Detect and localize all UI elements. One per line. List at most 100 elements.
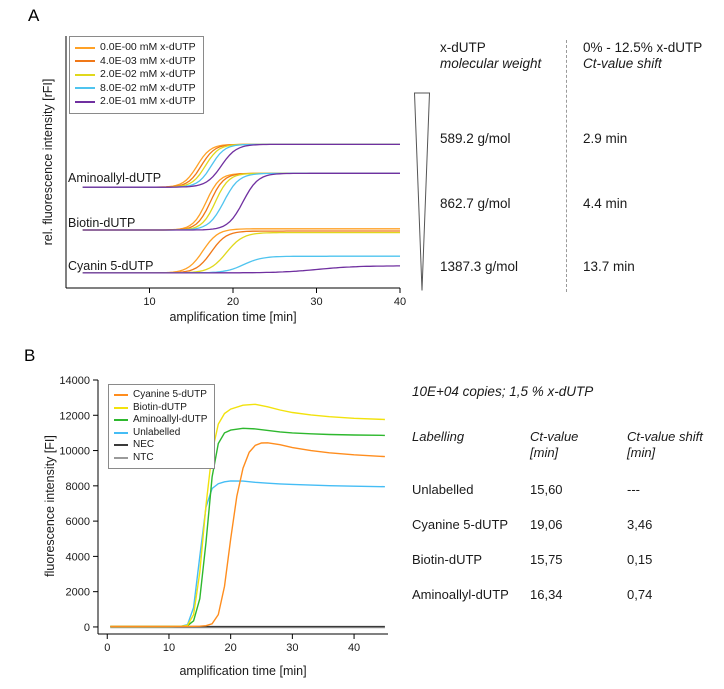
mw-shift-row: 589.2 g/mol 2.9 min <box>440 131 720 147</box>
ct-shift-value: 13.7 min <box>583 259 635 274</box>
line-swatch <box>114 394 128 397</box>
x-tick-label: 40 <box>394 296 406 308</box>
y-tick-label: 2000 <box>66 587 90 599</box>
mw-shift-row: 862.7 g/mol 4.4 min <box>440 196 720 212</box>
y-tick-label: 8000 <box>66 481 90 493</box>
legend-label: NTC <box>133 451 154 463</box>
ct-shift-cell: 3,46 <box>627 517 653 532</box>
line-swatch <box>75 46 95 49</box>
x-tick-label: 30 <box>310 296 322 308</box>
legend-item: NEC <box>114 439 207 452</box>
mw-header-line1: x-dUTP <box>440 40 486 55</box>
ct-table-header-labelling: Labelling <box>412 429 530 481</box>
line-swatch <box>114 406 128 409</box>
legend-item: Biotin-dUTP <box>114 402 207 415</box>
y-tick-label: 0 <box>84 622 90 634</box>
line-swatch <box>75 60 95 63</box>
legend-item: 2.0E-01 mM x-dUTP <box>75 95 196 109</box>
legend-item: Aminoallyl-dUTP <box>114 414 207 427</box>
ct-shift-cell: --- <box>627 482 640 497</box>
panel-a-x-axis-label: amplification time [min] <box>169 310 297 324</box>
ct-shift-value: 4.4 min <box>583 196 628 211</box>
curve-biotin-dutp <box>82 172 400 231</box>
labelling-cell: Unlabelled <box>412 482 474 497</box>
x-tick-label: 20 <box>227 296 239 308</box>
legend-label: Aminoallyl-dUTP <box>133 414 208 425</box>
panel-a-label: A <box>28 6 40 25</box>
mw-column-header: x-dUTP molecular weight <box>440 40 541 72</box>
shift-header-line1: 0% - 12.5% x-dUTP <box>583 40 703 55</box>
triangle-outline <box>413 92 431 291</box>
curve-aminoallyl-dutp <box>82 143 400 188</box>
panel-b-legend: Cyanine 5-dUTP Biotin-dUTP Aminoallyl-dU… <box>108 384 216 469</box>
header-line: Ct-value shift <box>627 429 703 444</box>
line-swatch <box>75 100 95 103</box>
line-swatch <box>114 444 128 447</box>
line-swatch <box>114 456 128 459</box>
legend-item: Cyanine 5-dUTP <box>114 389 207 402</box>
legend-item: 0.0E-00 mM x-dUTP <box>75 41 196 55</box>
molecular-weight-value: 862.7 g/mol <box>440 196 511 211</box>
panel-b-x-axis-label: amplification time [min] <box>179 664 307 678</box>
labelling-cell: Biotin-dUTP <box>412 552 483 567</box>
x-tick-label: 0 <box>104 642 110 654</box>
legend-label: 2.0E-01 mM x-dUTP <box>100 95 196 107</box>
column-divider <box>566 40 567 292</box>
line-swatch <box>114 431 128 434</box>
legend-label: 8.0E-02 mM x-dUTP <box>100 81 196 94</box>
ct-table-block: 10E+04 copies; 1,5 % x-dUTP Labelling Ct… <box>412 384 717 621</box>
ct-value-cell: 15,75 <box>530 552 563 567</box>
x-tick-label: 40 <box>348 642 360 654</box>
legend-item: 4.0E-03 mM x-dUTP <box>75 55 196 69</box>
panel-a-plot: 10 20 30 40 <box>65 36 406 308</box>
curve-cyanine 5-dutp <box>110 442 385 628</box>
legend-label: Biotin-dUTP <box>133 401 187 413</box>
shift-header-line2: Ct-value shift <box>583 56 662 71</box>
legend-item: Unlabelled <box>114 427 207 440</box>
mw-shift-row: 1387.3 g/mol 13.7 min <box>440 259 720 275</box>
line-swatch <box>114 419 128 422</box>
header-line: Labelling <box>412 429 465 444</box>
legend-item: 2.0E-02 mM x-dUTP <box>75 68 196 82</box>
header-line: [min] <box>530 445 559 460</box>
y-tick-label: 4000 <box>66 551 90 563</box>
curve-cyanin 5-dutp <box>82 265 400 274</box>
line-swatch <box>75 73 95 76</box>
y-tick-label: 6000 <box>66 516 90 528</box>
panel-a-chart-area: 10 20 30 40 rel. fluorescence intensity [rF… <box>36 24 416 334</box>
header-line: [min] <box>627 445 656 460</box>
legend-label: NEC <box>133 439 155 450</box>
panel-a-legend: 0.0E-00 mM x-dUTP 4.0E-03 mM x-dUTP 2.0E… <box>69 36 204 114</box>
ct-table-header-ct-value: Ct-value [min] <box>530 429 627 481</box>
panel-b-plot: 0 10 20 30 40 0 2000 4000 6000 8000 10000 12000 1400… <box>59 375 388 654</box>
ct-shift-value: 2.9 min <box>583 131 628 146</box>
ct-table-header-ct-shift: Ct-value shift [min] <box>627 429 712 481</box>
ct-value-cell: 15,60 <box>530 482 563 497</box>
legend-label: Cyanine 5-dUTP <box>133 389 207 400</box>
curve-group-label-biotin: Biotin-dUTP <box>68 216 136 230</box>
legend-item: NTC <box>114 452 207 465</box>
panel-a-y-axis-label: rel. fluorescence intensity [rFI] <box>41 78 55 246</box>
x-tick-label: 10 <box>163 642 175 654</box>
labelling-cell: Cyanine 5-dUTP <box>412 517 509 532</box>
ct-shift-cell: 0,74 <box>627 587 653 602</box>
ct-value-cell: 16,34 <box>530 587 563 602</box>
panel-b-chart-area: 0 10 20 30 40 0 2000 4000 6000 8000 10000 12000 1400… <box>40 366 400 686</box>
curve-unlabelled <box>110 480 385 628</box>
curve-group-label-aminoallyl: Aminoallyl-dUTP <box>68 171 162 185</box>
shift-column-header: 0% - 12.5% x-dUTP Ct-value shift <box>583 40 702 72</box>
ct-value-cell: 19,06 <box>530 517 563 532</box>
y-tick-label: 12000 <box>59 410 90 422</box>
molecular-weight-value: 1387.3 g/mol <box>440 259 519 274</box>
legend-label: 0.0E-00 mM x-dUTP <box>100 41 196 53</box>
legend-label: 4.0E-03 mM x-dUTP <box>100 54 196 67</box>
mw-header-line2: molecular weight <box>440 56 542 71</box>
y-tick-label: 14000 <box>59 375 90 387</box>
header-line: Ct-value <box>530 429 579 444</box>
panel-b-y-axis-label: fluorescence intensity [FI] <box>43 435 57 577</box>
x-tick-label: 20 <box>225 642 237 654</box>
x-tick-label: 30 <box>286 642 298 654</box>
line-swatch <box>75 87 95 90</box>
ct-shift-cell: 0,15 <box>627 552 653 567</box>
